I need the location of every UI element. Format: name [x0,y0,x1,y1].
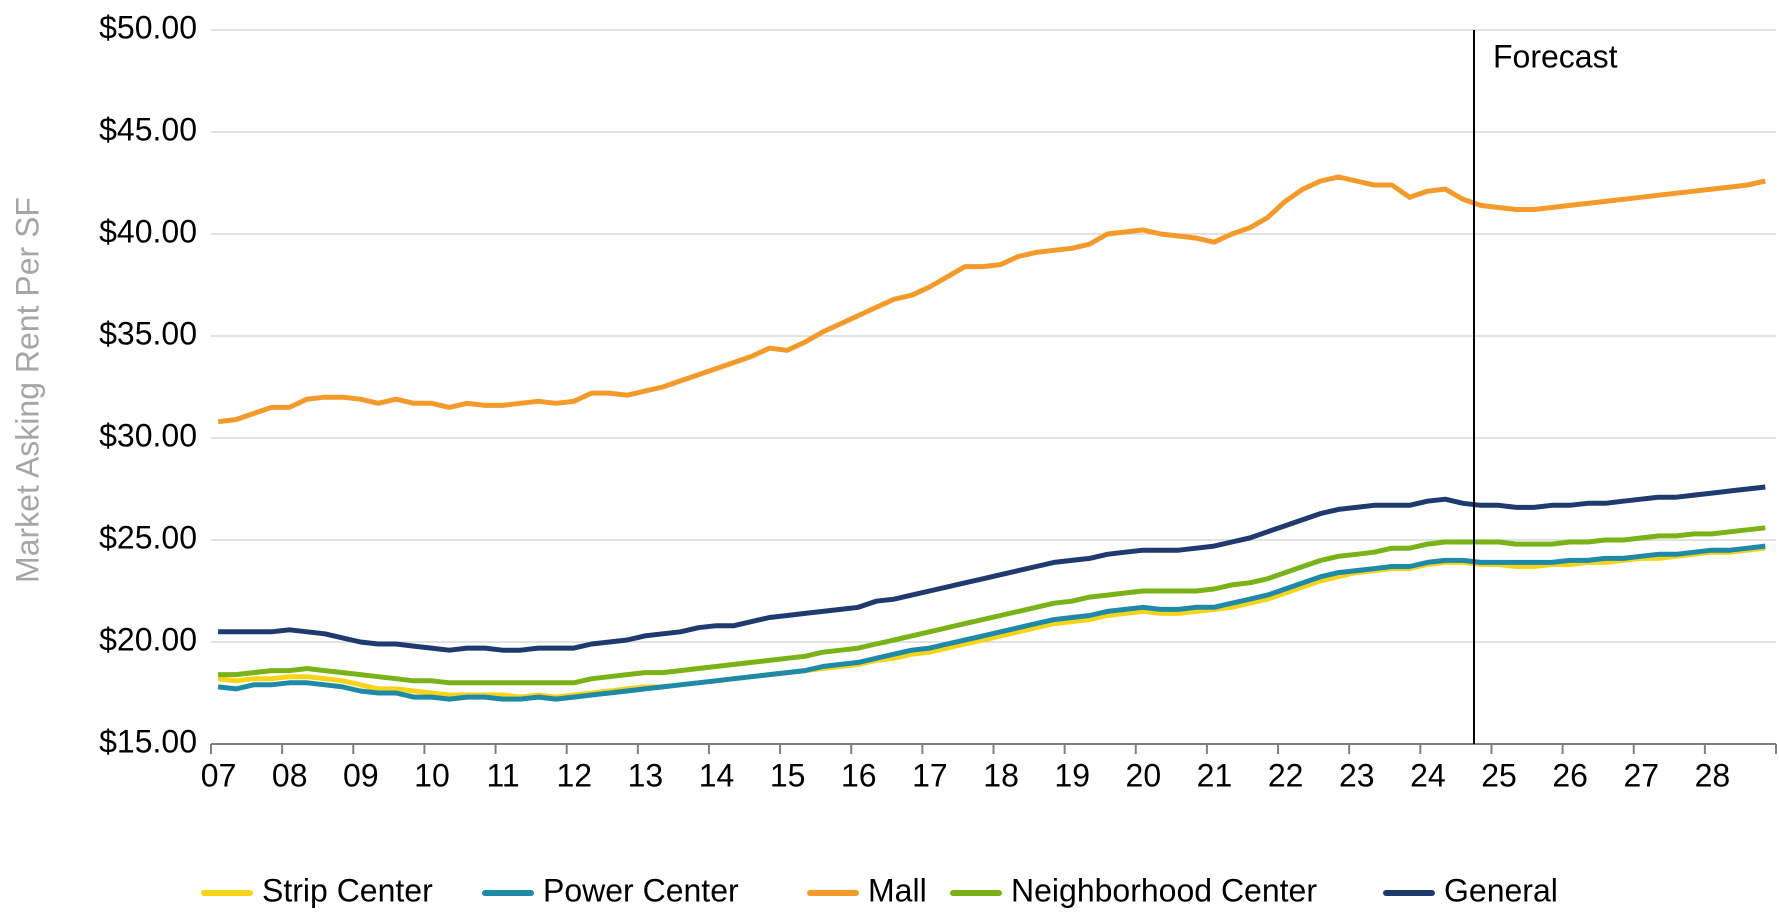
x-tick-label: 12 [556,757,592,793]
x-tick-label: 28 [1695,757,1731,793]
y-axis-label: Market Asking Rent Per SF [9,197,45,583]
y-tick-label: $45.00 [99,111,197,147]
x-tick-label: 27 [1623,757,1659,793]
x-tick-label: 23 [1339,757,1375,793]
legend-label: Power Center [543,872,739,908]
y-tick-label: $30.00 [99,417,197,453]
line [217,545,1766,700]
y-tick-label: $25.00 [99,519,197,555]
annotation: Forecast [1493,38,1618,74]
x-tick-label: 09 [343,757,379,793]
x-tick-label: 18 [983,757,1019,793]
x-tick-label: 13 [628,757,664,793]
line [218,525,1766,686]
x-tick-label: 19 [1054,757,1090,793]
legend-label: Neighborhood Center [1011,872,1317,908]
x-tick-label: 07 [201,757,237,793]
x-tick-label: 14 [699,757,735,793]
y-tick-label: $40.00 [99,213,197,249]
x-tick-label: 26 [1552,757,1588,793]
x-tick-label: 17 [912,757,948,793]
x-tick-label: 11 [487,757,520,793]
legend-label: Strip Center [262,872,433,908]
x-tick-label: 22 [1268,757,1304,793]
x-tick-label: 08 [272,757,308,793]
x-tick-label: 21 [1197,757,1233,793]
line [217,543,1766,702]
line [217,174,1766,425]
x-tick-label: 20 [1126,757,1162,793]
x-tick-label: 25 [1481,757,1517,793]
y-tick-label: $50.00 [99,9,197,45]
y-tick-label: $35.00 [99,315,197,351]
y-tick-label: $20.00 [99,621,197,657]
x-tick-label: 24 [1410,757,1446,793]
x-tick-label: 15 [770,757,806,793]
x-tick-label: 10 [414,757,450,793]
x-tick-label: 16 [841,757,877,793]
legend-label: General [1444,872,1558,908]
legend-label: Mall [868,872,927,908]
line [218,484,1766,653]
y-tick-label: $15.00 [99,723,197,759]
